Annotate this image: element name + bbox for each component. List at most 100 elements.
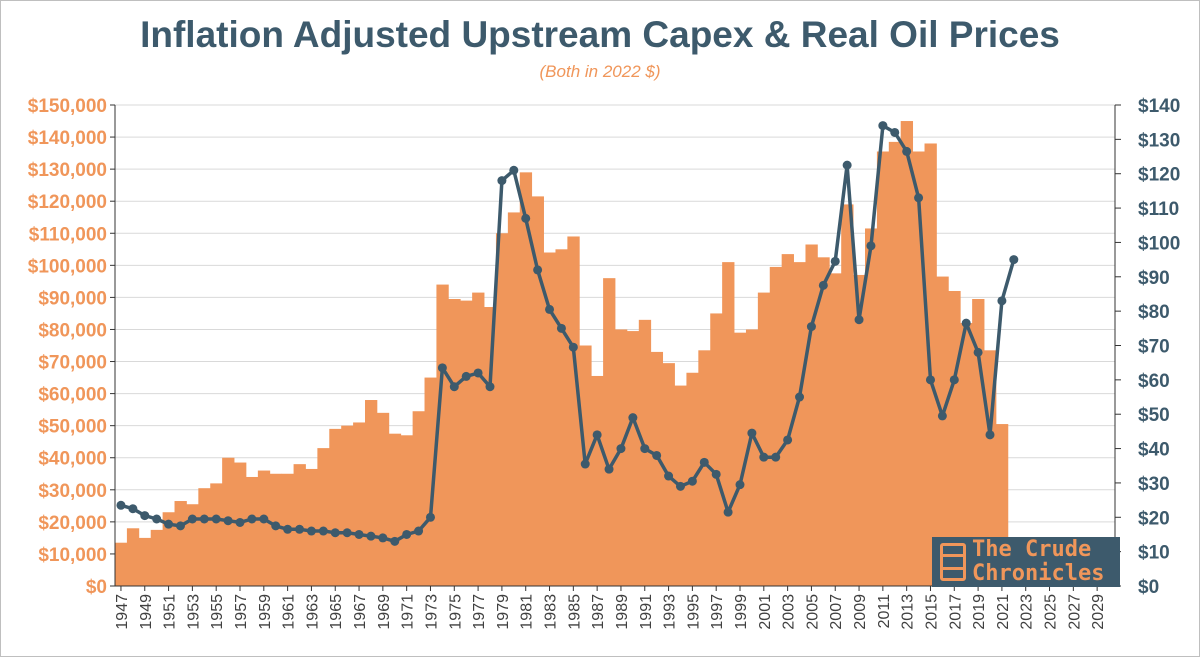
capex-bar	[436, 284, 449, 586]
x-axis-ticks: 1947 1949 1951 1953 1955 1957 1959 1961 1963 1965…	[114, 594, 1107, 630]
x-tick-label: 2015	[923, 594, 940, 630]
capex-bar	[376, 412, 390, 586]
oil-price-point	[675, 481, 685, 491]
x-tick-label: 2013	[900, 594, 917, 630]
oil-price-point	[711, 469, 721, 479]
oil-price-point	[211, 514, 221, 524]
y-left-tick-label: $120,000	[28, 192, 107, 213]
y-right-tick-label: $40	[1138, 440, 1170, 461]
oil-price-point	[295, 524, 305, 534]
capex-bar	[817, 257, 830, 586]
capex-bar	[793, 262, 806, 586]
oil-barrel-icon	[940, 543, 966, 581]
oil-price-point	[414, 526, 424, 536]
oil-price-point	[187, 514, 197, 524]
x-tick-label: 1961	[281, 594, 298, 630]
oil-price-point	[937, 411, 947, 421]
oil-price-point	[175, 521, 185, 531]
x-tick-label: 2011	[876, 594, 893, 629]
y-left-tick-label: $100,000	[28, 256, 107, 277]
oil-price-point	[616, 444, 626, 454]
y-left-tick-label: $150,000	[28, 96, 107, 117]
oil-price-point	[580, 459, 590, 469]
x-tick-label: 2005	[804, 594, 821, 630]
oil-price-point	[354, 529, 364, 539]
x-tick-label: 1953	[185, 594, 202, 630]
capex-bar	[257, 470, 271, 586]
capex-bar	[960, 323, 973, 586]
oil-price-point	[842, 160, 852, 170]
capex-bar	[543, 252, 556, 587]
y-right-tick-label: $140	[1138, 96, 1180, 117]
oil-price-point	[342, 528, 352, 538]
x-tick-label: 2001	[757, 594, 774, 630]
oil-price-point	[199, 514, 209, 524]
capex-bar	[567, 236, 580, 586]
oil-price-point	[699, 457, 709, 467]
oil-price-point	[592, 430, 602, 440]
y-left-tick-label: $110,000	[29, 224, 107, 245]
y-right-tick-label: $70	[1138, 337, 1170, 358]
logo-badge: The Crude Chronicles	[932, 537, 1120, 587]
x-tick-label: 2021	[995, 594, 1012, 630]
capex-bar	[495, 233, 509, 586]
y-left-tick-label: $140,000	[28, 128, 107, 149]
x-tick-label: 1977	[471, 594, 488, 630]
oil-price-point	[783, 435, 793, 445]
oil-price-point	[771, 452, 781, 462]
x-tick-label: 2007	[828, 594, 845, 630]
capex-bar	[722, 262, 735, 586]
capex-bar	[781, 254, 794, 587]
oil-price-point	[795, 392, 805, 402]
capex-bar	[519, 172, 533, 586]
capex-bar	[805, 244, 818, 587]
oil-price-point	[306, 526, 316, 536]
capex-bar	[888, 141, 902, 587]
capex-bar	[317, 448, 330, 586]
capex-bar	[555, 249, 568, 587]
capex-bar	[531, 196, 544, 586]
x-tick-label: 1989	[614, 594, 631, 630]
y-left-tick-label: $60,000	[38, 385, 107, 406]
x-tick-label: 1955	[209, 594, 226, 630]
y-right-tick-label: $80	[1138, 302, 1170, 323]
y-left-tick-label: $70,000	[38, 353, 107, 374]
x-tick-label: 1957	[233, 594, 250, 630]
y-right-tick-label: $60	[1138, 371, 1170, 392]
oil-price-point	[128, 504, 138, 514]
x-tick-label: 2027	[1066, 594, 1083, 630]
oil-price-point	[556, 323, 566, 333]
y-left-tick-label: $90,000	[38, 288, 107, 309]
x-tick-label: 1971	[400, 594, 417, 630]
y-right-tick-label: $30	[1138, 474, 1170, 495]
oil-price-point	[318, 526, 328, 536]
capex-bar	[745, 329, 759, 586]
y-left-tick-label: $0	[86, 577, 107, 598]
x-tick-label: 1999	[733, 594, 750, 630]
capex-bar	[448, 299, 461, 586]
oil-price-point	[152, 514, 162, 524]
capex-bar	[591, 375, 604, 586]
capex-bar	[865, 228, 878, 586]
x-tick-label: 1963	[304, 594, 321, 630]
oil-price-point	[259, 514, 269, 524]
capex-bar	[353, 422, 366, 586]
capex-bar	[341, 425, 354, 586]
oil-price-point	[283, 524, 293, 534]
capex-bar	[603, 278, 616, 586]
oil-price-point	[378, 533, 388, 543]
oil-price-point	[723, 507, 733, 517]
oil-price-point	[961, 318, 971, 328]
oil-price-point	[461, 371, 471, 381]
oil-price-point	[866, 241, 876, 251]
oil-price-point	[914, 193, 924, 203]
oil-price-point	[521, 213, 531, 223]
y-right-tick-label: $120	[1138, 165, 1180, 186]
oil-price-point	[878, 121, 888, 131]
oil-price-point	[223, 516, 233, 526]
oil-price-point	[818, 280, 828, 290]
x-tick-label: 2003	[781, 594, 798, 630]
oil-price-point	[366, 531, 376, 541]
oil-price-point	[449, 382, 459, 392]
x-tick-label: 2025	[1043, 594, 1060, 630]
